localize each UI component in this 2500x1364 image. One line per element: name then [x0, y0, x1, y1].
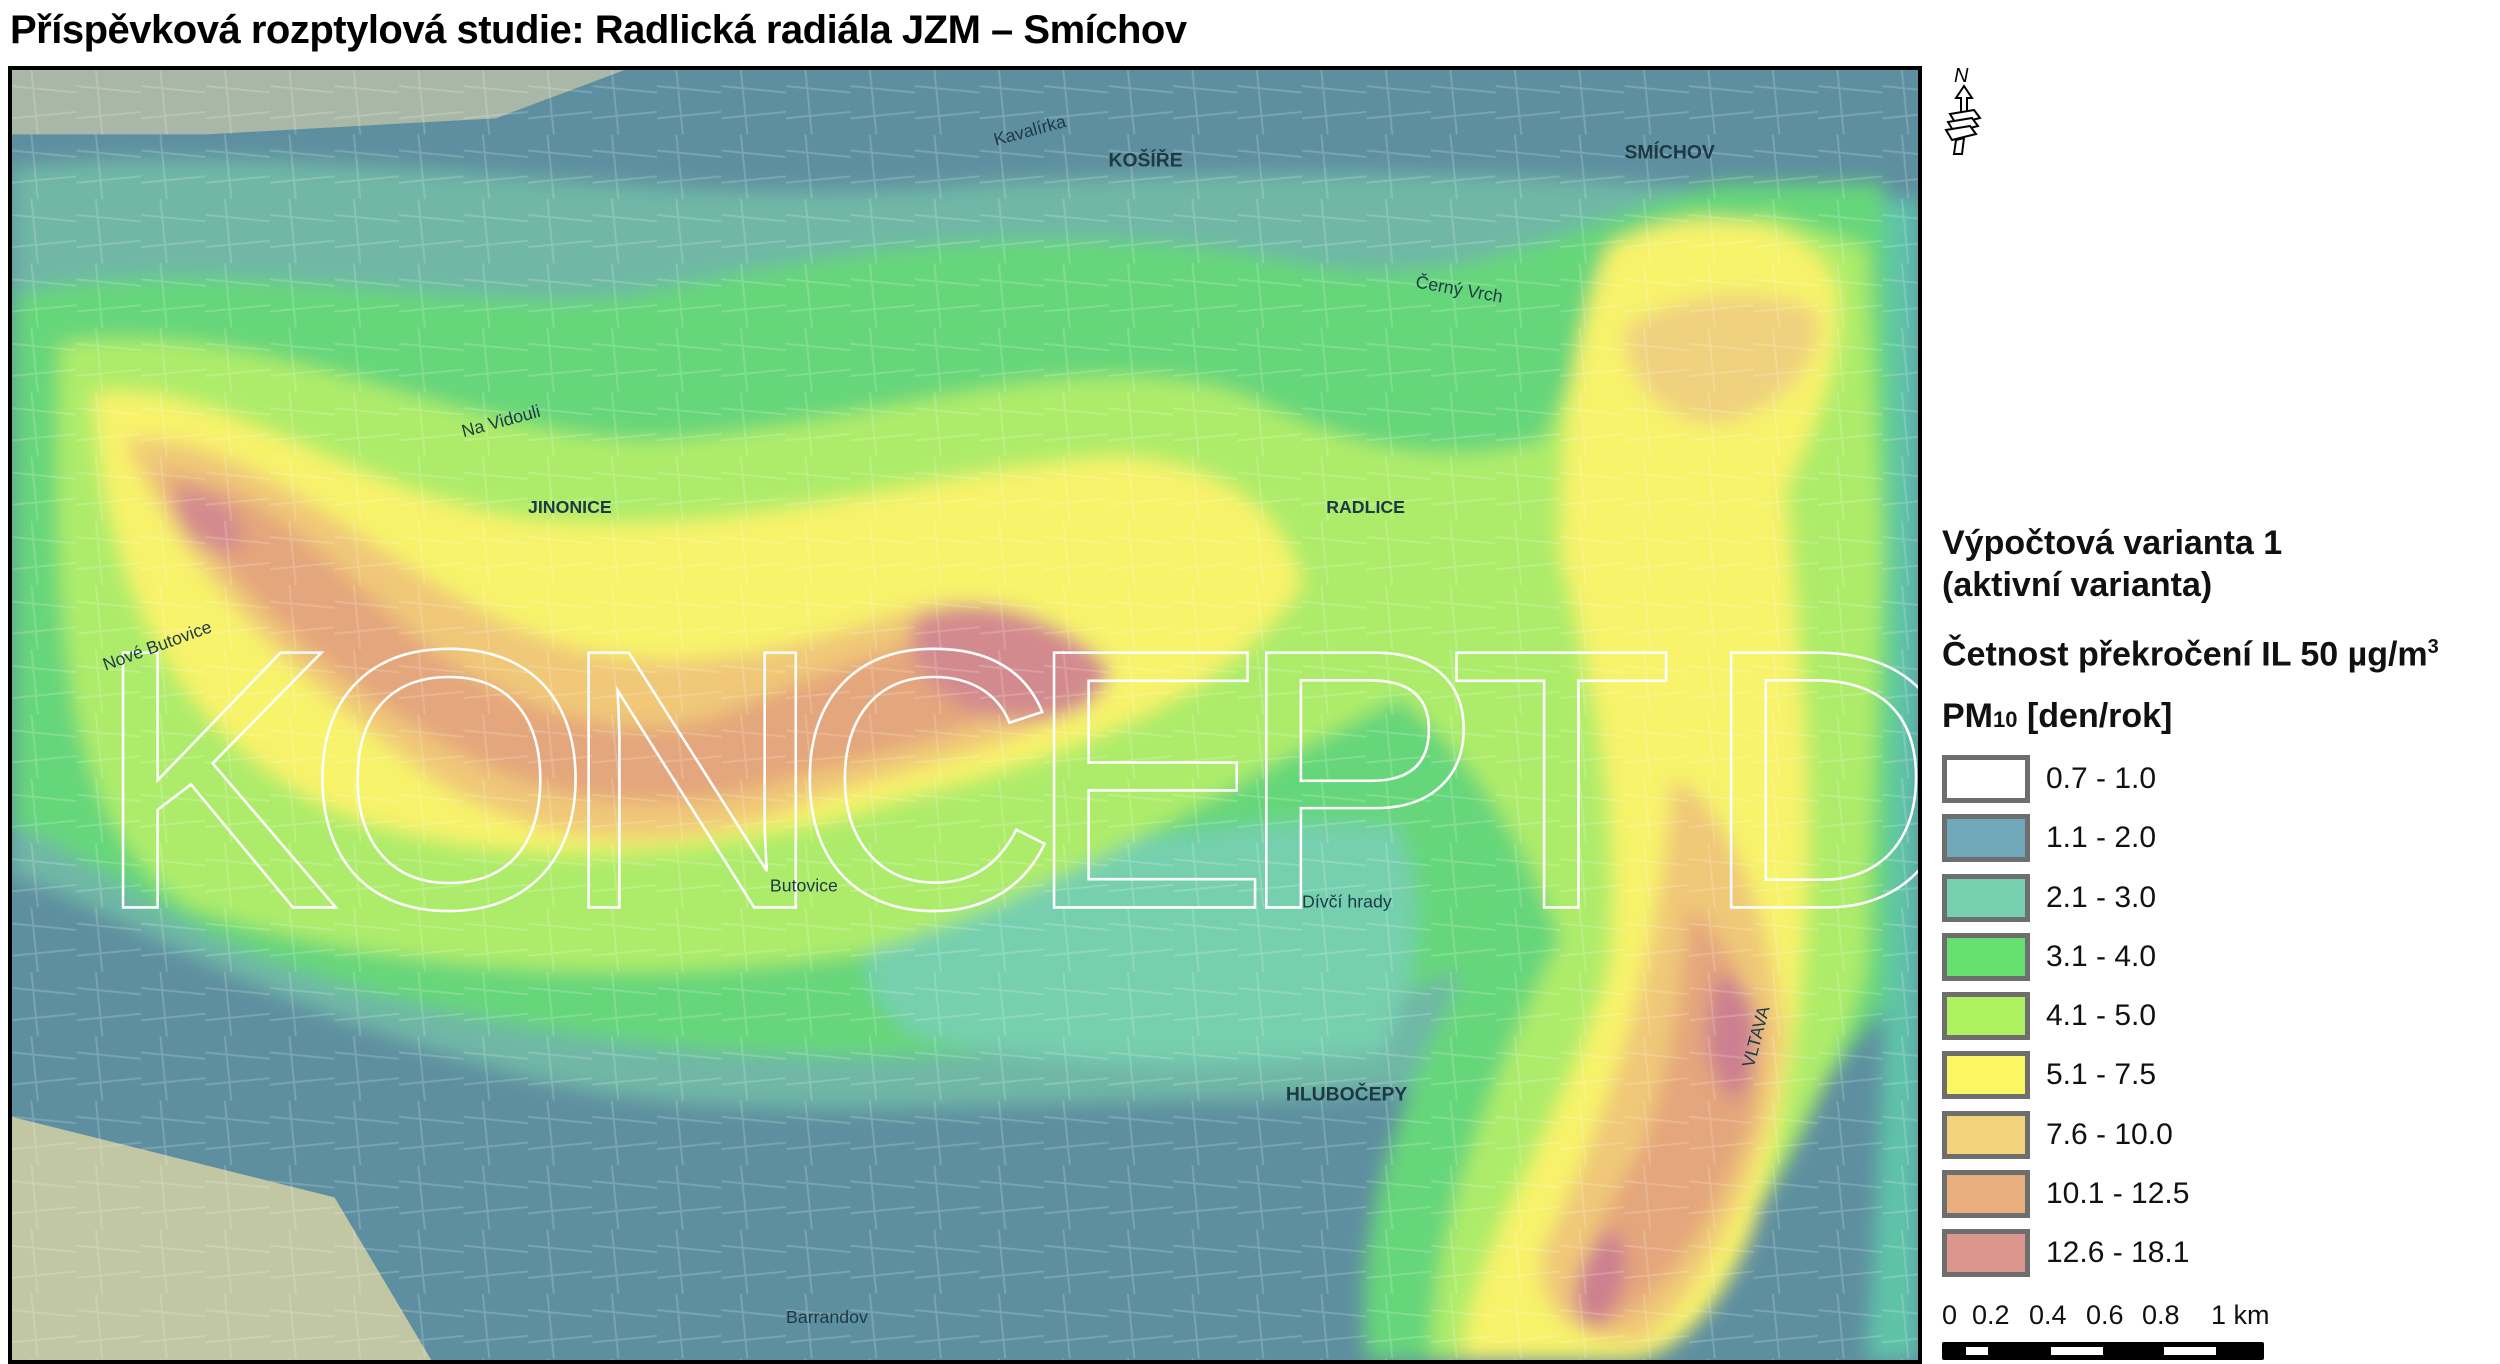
- scale-label: 0.2: [1972, 1300, 2010, 1330]
- watermark-text: KONCEPT DUR: [93, 572, 1918, 987]
- scale-label: 0.4: [2029, 1300, 2067, 1330]
- legend-item: 3.1 - 4.0: [1942, 927, 2439, 986]
- legend-quantity-sup: 3: [2427, 636, 2439, 658]
- legend-pollutant-text: PM: [1942, 697, 1993, 736]
- north-arrow: N: [1944, 64, 1984, 156]
- legend-unit: [den/rok]: [2026, 697, 2173, 736]
- legend-item: 7.6 - 10.0: [1942, 1105, 2439, 1164]
- label-kosire: KOŠÍŘE: [1109, 148, 1183, 172]
- map-canvas: KONCEPT DUR KOŠÍŘE SMÍCHOV JINONICE RADL…: [12, 70, 1918, 1360]
- legend-swatch: [1942, 1229, 2030, 1278]
- scale-label: 0.8: [2142, 1300, 2180, 1330]
- label-butovice: Butovice: [770, 875, 838, 895]
- legend-swatch: [1942, 932, 2030, 981]
- legend-pollutant: PM10 [den/rok]: [1942, 695, 2439, 741]
- legend-item-label: 7.6 - 10.0: [2046, 1117, 2173, 1151]
- legend-item: 1.1 - 2.0: [1942, 809, 2439, 868]
- map-title: Příspěvková rozptylová studie: Radlická …: [10, 8, 1187, 52]
- north-label: N: [1954, 65, 1969, 87]
- label-barrandov: Barrandov: [786, 1307, 868, 1327]
- dispersion-map[interactable]: KONCEPT DUR KOŠÍŘE SMÍCHOV JINONICE RADL…: [8, 66, 1922, 1364]
- legend-quantity: Četnost překročení IL 50 µg/m3: [1942, 626, 2439, 675]
- legend-title-line1: Výpočtová varianta 1: [1942, 524, 2283, 562]
- legend-item: 5.1 - 7.5: [1942, 1046, 2439, 1105]
- label-hlubocepy: HLUBOČEPY: [1286, 1082, 1408, 1106]
- legend-item: 12.6 - 18.1: [1942, 1224, 2439, 1283]
- legend: Výpočtová varianta 1 (aktivní varianta) …: [1942, 522, 2439, 1283]
- scale-label: 1 km: [2211, 1300, 2270, 1330]
- legend-item-label: 5.1 - 7.5: [2046, 1058, 2157, 1092]
- legend-swatch: [1942, 814, 2030, 863]
- legend-title-line2: (aktivní varianta): [1942, 566, 2213, 604]
- scale-label: 0: [1942, 1300, 1958, 1330]
- legend-swatch: [1942, 1170, 2030, 1219]
- legend-item-label: 0.7 - 1.0: [2046, 761, 2157, 795]
- label-jinonice: JINONICE: [528, 497, 612, 517]
- legend-swatch: [1942, 992, 2030, 1041]
- scale-bar-graphic: [1942, 1342, 2264, 1360]
- legend-item-label: 12.6 - 18.1: [2046, 1236, 2190, 1270]
- legend-item-label: 10.1 - 12.5: [2046, 1177, 2190, 1211]
- scale-bar: 0 0.2 0.4 0.6 0.8 1 km: [1936, 1300, 2356, 1360]
- scale-label: 0.6: [2086, 1300, 2124, 1330]
- legend-swatch: [1942, 1110, 2030, 1159]
- label-divci-hrady: Dívčí hrady: [1302, 891, 1392, 911]
- north-arrow-icon: N: [1944, 65, 1982, 155]
- label-smichov: SMÍCHOV: [1625, 141, 1715, 164]
- legend-item-label: 1.1 - 2.0: [2046, 821, 2157, 855]
- label-radlice: RADLICE: [1326, 497, 1405, 517]
- legend-item: 10.1 - 12.5: [1942, 1164, 2439, 1223]
- legend-item-label: 4.1 - 5.0: [2046, 999, 2157, 1033]
- legend-swatch: [1942, 1051, 2030, 1100]
- legend-quantity-text: Četnost překročení IL 50 µg/m: [1942, 635, 2428, 674]
- legend-item: 2.1 - 3.0: [1942, 868, 2439, 927]
- legend-item: 0.7 - 1.0: [1942, 749, 2439, 808]
- legend-swatch: [1942, 754, 2030, 803]
- legend-item-label: 3.1 - 4.0: [2046, 939, 2157, 973]
- legend-item: 4.1 - 5.0: [1942, 987, 2439, 1046]
- street-network: [12, 70, 1918, 1360]
- legend-pollutant-sub: 10: [1993, 707, 2018, 733]
- legend-item-label: 2.1 - 3.0: [2046, 880, 2157, 914]
- legend-classes: 0.7 - 1.0 1.1 - 2.0 2.1 - 3.0 3.1 - 4.0 4.1 …: [1942, 749, 2439, 1283]
- legend-swatch: [1942, 873, 2030, 922]
